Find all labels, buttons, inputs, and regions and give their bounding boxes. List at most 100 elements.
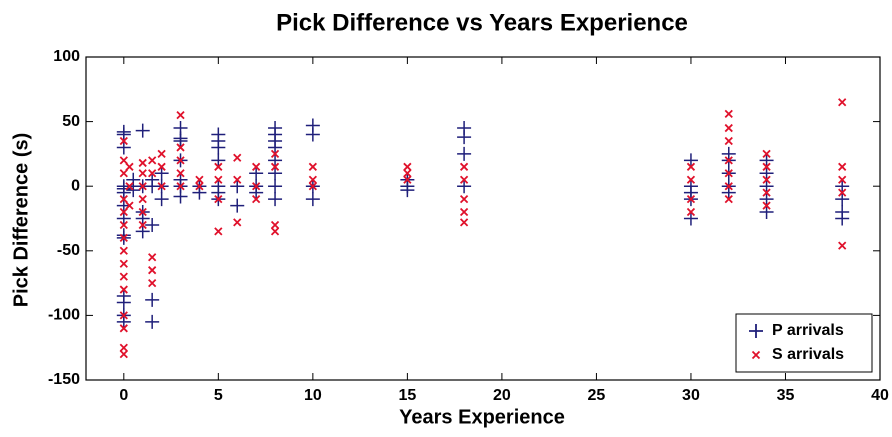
data-point	[148, 278, 157, 288]
data-point	[119, 233, 128, 243]
data-point	[176, 111, 185, 120]
data-point	[724, 136, 733, 146]
data-point	[305, 192, 320, 207]
data-point	[116, 295, 131, 310]
data-point	[119, 259, 128, 268]
y-tick-label: -150	[48, 371, 80, 388]
data-point	[759, 166, 774, 181]
data-point	[308, 182, 317, 191]
x-tick-label: 10	[304, 387, 322, 404]
data-point	[459, 175, 469, 184]
data-point	[116, 185, 131, 200]
data-point	[233, 218, 242, 227]
data-point	[270, 162, 280, 171]
data-point	[135, 211, 150, 226]
data-point	[116, 140, 131, 155]
data-point	[838, 188, 847, 197]
data-point	[214, 194, 223, 204]
x-axis-label: Years Experience	[399, 406, 565, 428]
y-tick-label: 0	[71, 177, 80, 194]
data-point	[157, 149, 166, 159]
data-point	[176, 182, 185, 191]
legend-marker	[751, 350, 761, 360]
data-point	[145, 314, 160, 329]
data-point	[252, 194, 261, 204]
data-point	[457, 130, 472, 145]
data-point	[686, 207, 696, 217]
data-point	[686, 194, 696, 204]
data-point	[230, 198, 245, 213]
x-tick-label: 35	[777, 387, 795, 404]
data-point	[403, 162, 412, 171]
data-point	[268, 153, 283, 168]
x-tick-label: 25	[588, 387, 606, 404]
data-point	[459, 162, 469, 171]
data-point	[762, 149, 771, 159]
data-point	[759, 205, 774, 220]
data-point	[138, 169, 147, 178]
data-point	[116, 211, 131, 226]
data-point	[125, 162, 134, 171]
data-point	[686, 162, 696, 171]
data-point	[457, 146, 472, 161]
data-point	[759, 179, 774, 194]
plot-area	[85, 56, 881, 381]
data-point	[125, 201, 134, 210]
legend-label: S arrivals	[772, 346, 844, 363]
data-point	[759, 192, 774, 207]
data-point	[192, 185, 207, 200]
y-tick-label: 50	[62, 113, 80, 130]
x-tick-label: 5	[214, 387, 223, 404]
data-point	[148, 266, 157, 275]
data-point	[135, 224, 150, 239]
data-point	[724, 156, 733, 165]
data-point	[145, 217, 160, 232]
data-point	[249, 166, 264, 181]
data-point	[457, 179, 472, 194]
data-point	[724, 182, 733, 191]
data-point	[119, 311, 128, 320]
data-point	[211, 140, 226, 155]
data-point	[148, 253, 157, 262]
data-point	[230, 179, 245, 194]
data-point	[119, 272, 128, 281]
data-point	[195, 182, 204, 191]
data-point	[759, 153, 774, 168]
data-point	[119, 285, 128, 294]
data-point	[268, 140, 283, 155]
data-point	[148, 156, 157, 165]
data-point	[252, 162, 261, 171]
legend-box	[735, 313, 873, 373]
data-point	[762, 175, 771, 184]
data-point	[724, 169, 733, 178]
data-point	[403, 169, 412, 178]
data-point	[119, 343, 128, 352]
data-point	[838, 162, 847, 171]
data-point	[233, 175, 242, 184]
data-point	[126, 172, 141, 187]
data-point	[119, 156, 128, 165]
data-point	[154, 166, 169, 181]
data-point	[459, 207, 469, 217]
data-point	[176, 156, 185, 165]
data-point	[176, 169, 185, 178]
data-point	[686, 175, 696, 184]
data-point	[835, 192, 850, 207]
y-tick-label: 100	[53, 48, 80, 65]
data-point	[116, 314, 131, 329]
data-point	[119, 220, 128, 230]
data-point	[211, 153, 226, 168]
data-point	[835, 211, 850, 226]
x-tick-label: 40	[871, 387, 889, 404]
data-point	[305, 127, 320, 142]
x-tick-label: 0	[119, 387, 128, 404]
legend: P arrivals S arrivals	[735, 313, 873, 373]
data-point	[683, 153, 698, 168]
y-axis-label: Pick Difference (s)	[10, 133, 32, 308]
data-point	[268, 166, 283, 181]
data-point	[683, 211, 698, 226]
data-point	[195, 175, 204, 184]
data-point	[721, 185, 736, 200]
data-point	[145, 292, 160, 307]
